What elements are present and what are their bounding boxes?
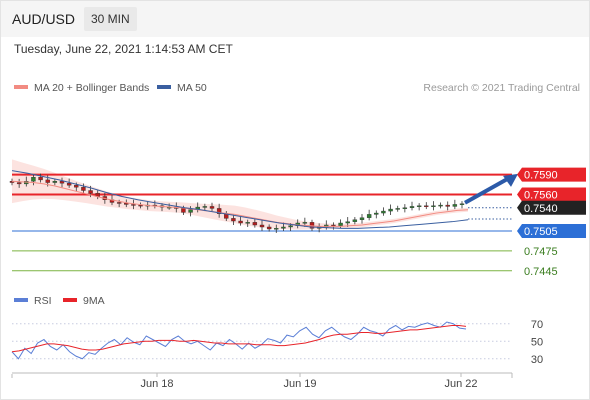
- credit-text: Research © 2021 Trading Central: [423, 82, 580, 94]
- price-tag-0.7540: 0.7540: [517, 200, 586, 215]
- rsi-tick-label-30: 30: [531, 354, 543, 366]
- price-tag-label: 0.7445: [524, 266, 558, 278]
- candle-body: [274, 228, 279, 230]
- rsi-swatch-icon: [14, 298, 28, 303]
- candle-body: [345, 221, 350, 224]
- candle-body: [238, 220, 243, 224]
- candle-body: [74, 185, 79, 188]
- candle-body: [16, 182, 22, 185]
- price-tag-0.7560: 0.7560: [517, 187, 586, 202]
- candle-body: [402, 207, 408, 209]
- candle-body: [452, 204, 458, 207]
- price-tag-0.7505: 0.7505: [517, 223, 586, 238]
- candle-body: [445, 204, 450, 207]
- header-bar: AUD/USD 30 MIN: [1, 1, 589, 37]
- candle-body: [459, 203, 465, 205]
- candle-body: [366, 214, 372, 218]
- x-tick-label: Jun 22: [444, 378, 477, 390]
- legend-rsi: RSI: [14, 295, 52, 307]
- legend-rsi-label: RSI: [34, 295, 52, 307]
- legend-ma20-label: MA 20 + Bollinger Bands: [34, 82, 150, 94]
- candle-body: [259, 224, 265, 228]
- price-tag-0.7590: 0.7590: [517, 167, 586, 182]
- legend-9ma: 9MA: [63, 295, 105, 307]
- candle-body: [66, 183, 72, 186]
- candle-body: [216, 208, 222, 214]
- price-tag-label: 0.7505: [524, 226, 558, 238]
- price-tag-bg: [517, 167, 586, 182]
- rsi-9ma-line: [11, 325, 467, 353]
- candle-body: [202, 206, 208, 208]
- candle-body: [59, 181, 65, 184]
- candle-body: [266, 226, 272, 230]
- forecast-arrowhead-icon: [503, 173, 518, 187]
- candle-body: [288, 225, 293, 228]
- legend-9ma-label: 9MA: [83, 295, 105, 307]
- candle-body: [359, 217, 365, 220]
- candle-body: [374, 212, 379, 215]
- price-tag-label: 0.7560: [524, 189, 558, 201]
- candle-body: [381, 210, 386, 214]
- candle-body: [388, 208, 393, 212]
- candle-body: [281, 226, 286, 229]
- x-tick-label: Jun 18: [140, 378, 173, 390]
- candle-body: [209, 206, 215, 209]
- ma50-line: [11, 170, 469, 229]
- candle-body: [338, 222, 343, 226]
- candle-body: [31, 177, 36, 182]
- candle-body: [252, 222, 258, 226]
- candle-body: [431, 205, 436, 207]
- candle-body: [231, 218, 236, 222]
- candle-body: [416, 205, 422, 207]
- price-tag-label: 0.7540: [524, 203, 558, 215]
- candle-body: [245, 222, 250, 224]
- candle-body: [116, 202, 122, 204]
- candle-body: [409, 206, 415, 208]
- price-tag-0.7445: 0.7445: [524, 266, 558, 278]
- 9ma-swatch-icon: [63, 298, 77, 303]
- candle-body: [424, 205, 429, 207]
- legend-ma50: MA 50: [157, 82, 207, 94]
- legend-ma20: MA 20 + Bollinger Bands: [14, 82, 149, 94]
- symbol-label: AUD/USD: [12, 11, 76, 27]
- candle-body: [45, 179, 50, 183]
- rsi-tick-label-50: 50: [531, 336, 543, 348]
- legend-ma50-label: MA 50: [177, 82, 207, 94]
- candle-body: [395, 208, 400, 210]
- price-tag-bg: [517, 187, 586, 202]
- price-tag-bg: [517, 223, 586, 238]
- price-tag-label: 0.7590: [524, 170, 558, 182]
- price-tag-bg: [517, 200, 586, 215]
- candle-body: [88, 190, 93, 194]
- ma20-swatch-icon: [14, 85, 28, 90]
- candle-body: [131, 204, 136, 206]
- candle-body: [38, 177, 43, 181]
- timeframe-button[interactable]: 30 MIN: [84, 7, 137, 31]
- ma50-swatch-icon: [157, 85, 171, 90]
- x-tick-label: Jun 19: [283, 378, 316, 390]
- candle-body: [352, 219, 358, 222]
- rsi-line: [11, 321, 467, 360]
- candle-body: [438, 204, 443, 207]
- candle-body: [81, 186, 86, 191]
- price-tag-0.7475: 0.7475: [524, 246, 558, 258]
- candle-body: [52, 181, 58, 183]
- rsi-tick-label-70: 70: [531, 319, 543, 331]
- forecast-arrow-shaft: [464, 176, 509, 205]
- candle-body: [302, 222, 308, 224]
- candle-body: [188, 209, 193, 213]
- candle-body: [181, 208, 186, 213]
- ma20-line: [11, 180, 469, 227]
- price-tag-label: 0.7475: [524, 246, 558, 258]
- timestamp: Tuesday, June 22, 2021 1:14:53 AM CET: [14, 42, 233, 56]
